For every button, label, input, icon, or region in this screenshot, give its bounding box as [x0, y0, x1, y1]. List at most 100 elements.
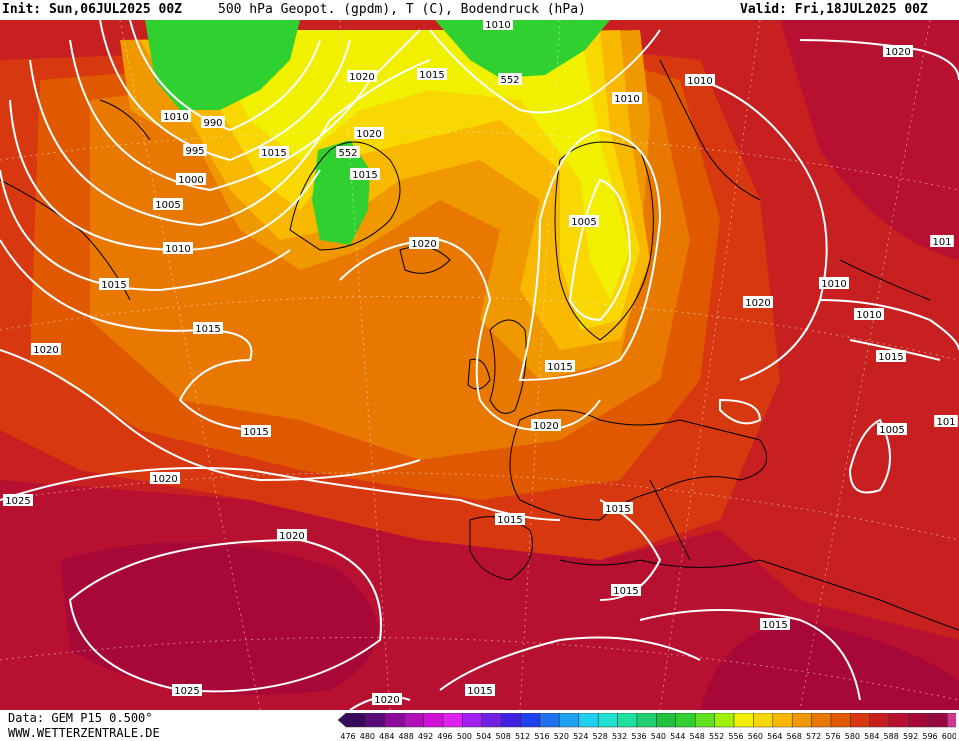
isobar-label-box: [31, 343, 61, 355]
isobar-label-box: [241, 425, 271, 437]
legend-tick-label: 516: [534, 732, 549, 741]
legend-swatch: [462, 713, 483, 728]
isobar-label-box: [743, 296, 773, 308]
isobar-label: 1015: [467, 686, 492, 697]
legend-tick-label: 528: [593, 732, 608, 741]
isobar-label: 1010: [485, 20, 510, 31]
isobar-label-box: [193, 322, 223, 334]
legend-tick-label: 584: [864, 732, 879, 741]
legend-tick-label: 524: [573, 732, 588, 741]
legend-swatch: [617, 713, 638, 728]
legend-swatch: [694, 713, 715, 728]
isobar-label: 1020: [279, 531, 304, 542]
isobar-label: 1015: [243, 427, 268, 438]
legend-tick-label: 560: [748, 732, 763, 741]
isobar-label: 1015: [195, 324, 220, 335]
legend-swatch: [869, 713, 890, 728]
isobar-label: 1010: [614, 94, 639, 105]
isobar-label-box: [259, 146, 289, 158]
isobar-label-box: [277, 529, 307, 541]
isobar-label-box: [930, 235, 954, 247]
legend-tick-label: 548: [690, 732, 705, 741]
legend-tick-label: 492: [418, 732, 433, 741]
isobar-label: 1015: [497, 515, 522, 526]
legend-tick-label: 544: [670, 732, 685, 741]
legend-swatch: [559, 713, 580, 728]
legend-swatch: [772, 713, 793, 728]
isobar-label: 1015: [101, 280, 126, 291]
isobar-label-box: [99, 278, 129, 290]
legend-tick-label: 536: [631, 732, 646, 741]
isobar-label-box: [819, 277, 849, 289]
isobar-label-box: [569, 215, 599, 227]
legend-tick-label: 504: [476, 732, 491, 741]
legend-swatch: [481, 713, 502, 728]
legend-swatch: [656, 713, 677, 728]
legend-swatch: [365, 713, 386, 728]
isobar-label: 1010: [687, 76, 712, 87]
isobar-label: 552: [338, 148, 357, 159]
isobar-label: 1020: [411, 239, 436, 250]
isobar-label: 1025: [5, 496, 30, 507]
isobar-label-box: [612, 92, 642, 104]
legend-tick-label: 532: [612, 732, 627, 741]
isobar-label-box: [877, 423, 907, 435]
isobar-label-box: [760, 618, 790, 630]
isobar-label: 1010: [163, 112, 188, 123]
legend-swatch: [384, 713, 405, 728]
isobar-label-box: [465, 684, 495, 696]
isobar-label-box: [883, 45, 913, 57]
isobar-label: 990: [203, 118, 222, 129]
isobar-label-box: [150, 472, 180, 484]
isobar-label-box: [531, 419, 561, 431]
isobar-label: 1015: [613, 586, 638, 597]
isobar-label: 1010: [165, 244, 190, 255]
legend-tick-label: 572: [806, 732, 821, 741]
legend-swatch: [830, 713, 851, 728]
isobar-label: 1025: [174, 686, 199, 697]
isobar-label: 1020: [33, 345, 58, 356]
isobar-label-box: [854, 308, 884, 320]
isobar-label: 1005: [571, 217, 596, 228]
legend-swatch: [337, 713, 366, 728]
isobar-label-box: [176, 173, 206, 185]
legend-swatch: [733, 713, 754, 728]
isobar-label-box: [172, 684, 202, 696]
isobar-label: 552: [500, 75, 519, 86]
isobar-label-box: [417, 68, 447, 80]
isobar-label: 1020: [533, 421, 558, 432]
legend-swatch: [811, 713, 832, 728]
legend-swatch: [597, 713, 618, 728]
legend-swatch: [947, 713, 956, 728]
isobar-label-box: [153, 198, 183, 210]
legend-swatch: [423, 713, 444, 728]
isobar-label-box: [201, 116, 225, 128]
legend-tick-label: 512: [515, 732, 530, 741]
legend-tick-label: 540: [651, 732, 666, 741]
legend-tick-label: 476: [340, 732, 355, 741]
legend-tick-label: 568: [787, 732, 802, 741]
legend-tick-label: 508: [496, 732, 511, 741]
legend-tick-label: 484: [379, 732, 394, 741]
legend-tick-label: 556: [728, 732, 743, 741]
isobar-label-box: [876, 350, 906, 362]
isobar-label: 1010: [856, 310, 881, 321]
isobar-label-box: [3, 494, 33, 506]
legend-swatch: [539, 713, 560, 728]
legend-tick-label: 480: [360, 732, 375, 741]
isobar-label-box: [354, 127, 384, 139]
isobar-label: 1015: [419, 70, 444, 81]
legend-swatch: [403, 713, 424, 728]
isobar-label: 1020: [349, 72, 374, 83]
legend-swatch: [791, 713, 812, 728]
isobar-label-box: [498, 73, 522, 85]
isobar-label: 1020: [152, 474, 177, 485]
isobar-label: 1015: [762, 620, 787, 631]
legend-swatch: [927, 713, 948, 728]
legend-tick-label: 552: [709, 732, 724, 741]
isobar-label: 1015: [261, 148, 286, 159]
chart-header: Init: Sun,06JUL2025 00Z 500 hPa Geopot. …: [0, 0, 959, 20]
isobar-label: 101: [936, 417, 955, 428]
legend-tick-label: 496: [437, 732, 452, 741]
isobar-label: 995: [185, 146, 204, 157]
